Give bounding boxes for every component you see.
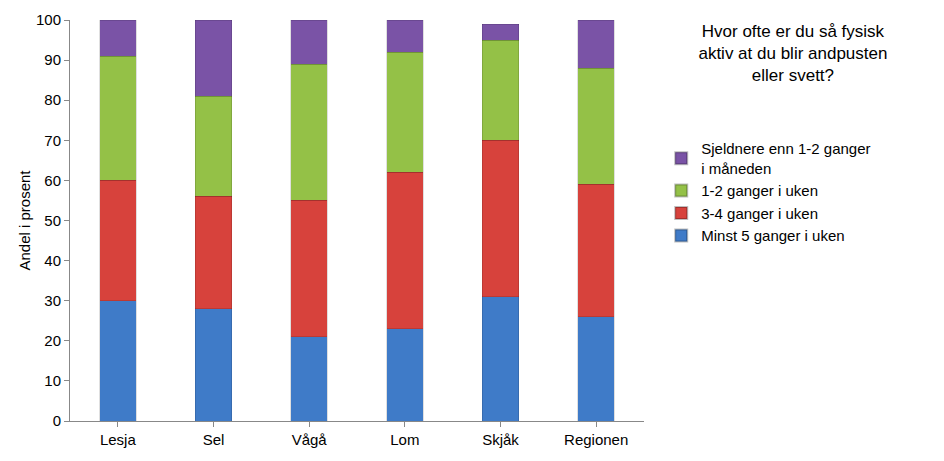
svg-text:60: 60 xyxy=(44,172,61,189)
svg-text:Minst 5 ganger i uken: Minst 5 ganger i uken xyxy=(701,227,844,244)
svg-text:10: 10 xyxy=(44,372,61,389)
svg-text:20: 20 xyxy=(44,332,61,349)
svg-text:Hvor ofte er du så fysiskaktiv: Hvor ofte er du så fysiskaktiv at du bli… xyxy=(698,22,887,85)
svg-text:90: 90 xyxy=(44,51,61,68)
svg-text:1-2 ganger i uken: 1-2 ganger i uken xyxy=(701,182,818,199)
svg-text:Andel i prosent: Andel i prosent xyxy=(16,170,33,271)
svg-text:Skjåk: Skjåk xyxy=(482,431,519,448)
svg-text:Lesja: Lesja xyxy=(100,431,137,448)
svg-text:Sjeldnere enn 1-2 gangeri måne: Sjeldnere enn 1-2 gangeri måneden xyxy=(701,140,870,177)
svg-text:80: 80 xyxy=(44,91,61,108)
svg-text:100: 100 xyxy=(36,11,61,28)
svg-text:Sel: Sel xyxy=(203,431,225,448)
svg-text:40: 40 xyxy=(44,252,61,269)
svg-text:Lom: Lom xyxy=(390,431,419,448)
svg-text:70: 70 xyxy=(44,132,61,149)
svg-text:3-4 ganger i uken: 3-4 ganger i uken xyxy=(701,205,818,222)
svg-text:50: 50 xyxy=(44,212,61,229)
svg-text:30: 30 xyxy=(44,292,61,309)
svg-text:Vågå: Vågå xyxy=(292,431,328,448)
svg-text:0: 0 xyxy=(53,412,61,429)
svg-text:Regionen: Regionen xyxy=(564,431,628,448)
